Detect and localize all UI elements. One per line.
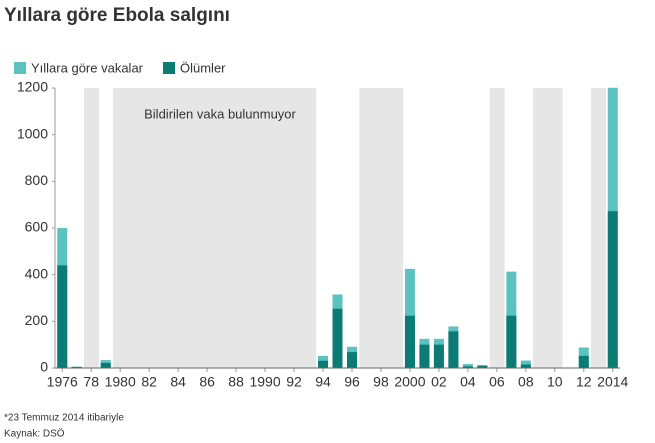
x-tick-label: 78	[83, 374, 99, 390]
bar	[520, 364, 531, 368]
no-data-band	[533, 88, 549, 368]
x-tick-label: 92	[286, 374, 302, 390]
no-data-band	[257, 88, 273, 368]
no-data-band	[272, 88, 288, 368]
y-tick-label: 600	[25, 219, 49, 235]
no-data-band	[214, 88, 230, 368]
no-data-band	[170, 88, 186, 368]
x-tick-label: 82	[141, 374, 157, 390]
no-data-band	[373, 88, 389, 368]
x-tick-label: 98	[373, 374, 389, 390]
x-tick-label: 1976	[47, 374, 78, 390]
legend-label: Yıllara göre vakalar	[31, 60, 144, 75]
x-tick-label: 1980	[105, 374, 136, 390]
no-data-band	[489, 88, 505, 368]
bar	[71, 366, 82, 368]
no-data-band	[301, 88, 317, 368]
legend-swatch	[14, 62, 26, 74]
x-tick-label: 10	[547, 374, 563, 390]
no-data-band	[199, 88, 215, 368]
bar	[419, 344, 430, 368]
annotation: Bildirilen vaka bulunmuyor	[144, 106, 296, 121]
x-tick-label: 1990	[249, 374, 280, 390]
bar	[433, 344, 444, 368]
no-data-band	[286, 88, 302, 368]
no-data-band	[112, 88, 128, 368]
bar	[607, 211, 618, 368]
y-tick-label: 0	[40, 359, 48, 375]
chart-title: Yıllara göre Ebola salgını	[4, 5, 230, 26]
x-tick-label: 94	[315, 374, 331, 390]
no-data-band	[243, 88, 259, 368]
legend-label: Ölümler	[180, 60, 226, 75]
no-data-band	[547, 88, 563, 368]
x-tick-label: 04	[460, 374, 476, 390]
y-tick-label: 400	[25, 265, 49, 281]
bar	[448, 331, 459, 368]
no-data-band	[141, 88, 157, 368]
bar	[404, 315, 415, 368]
y-tick-label: 1200	[17, 79, 48, 95]
x-tick-label: 06	[489, 374, 505, 390]
x-tick-label: 88	[228, 374, 244, 390]
x-tick-label: 84	[170, 374, 186, 390]
y-tick-label: 1000	[17, 125, 48, 141]
footnote: *23 Temmuz 2014 itibariyle	[4, 413, 124, 424]
x-tick-label: 12	[576, 374, 592, 390]
no-data-band	[185, 88, 201, 368]
bar	[578, 355, 589, 368]
no-data-band	[156, 88, 172, 368]
no-data-band	[591, 88, 607, 368]
y-tick-label: 200	[25, 312, 49, 328]
bar	[477, 365, 488, 368]
bar	[318, 360, 329, 368]
source: Kaynak: DSÖ	[4, 428, 65, 440]
bar	[100, 362, 111, 368]
x-tick-label: 08	[518, 374, 534, 390]
no-data-band	[127, 88, 143, 368]
bar	[57, 265, 68, 368]
bar	[346, 352, 357, 368]
x-tick-label: 86	[199, 374, 215, 390]
bar	[332, 308, 343, 368]
no-data-band	[388, 88, 404, 368]
bar	[462, 364, 473, 368]
bar	[506, 315, 517, 368]
x-tick-label: 2014	[597, 374, 628, 390]
no-data-band	[228, 88, 244, 368]
no-data-band	[359, 88, 375, 368]
x-tick-label: 96	[344, 374, 360, 390]
bar	[520, 360, 531, 368]
x-tick-label: 02	[431, 374, 447, 390]
x-tick-label: 2000	[394, 374, 425, 390]
no-data-band	[83, 88, 99, 368]
y-tick-label: 800	[25, 172, 49, 188]
bar	[462, 366, 473, 368]
legend-swatch	[163, 62, 175, 74]
